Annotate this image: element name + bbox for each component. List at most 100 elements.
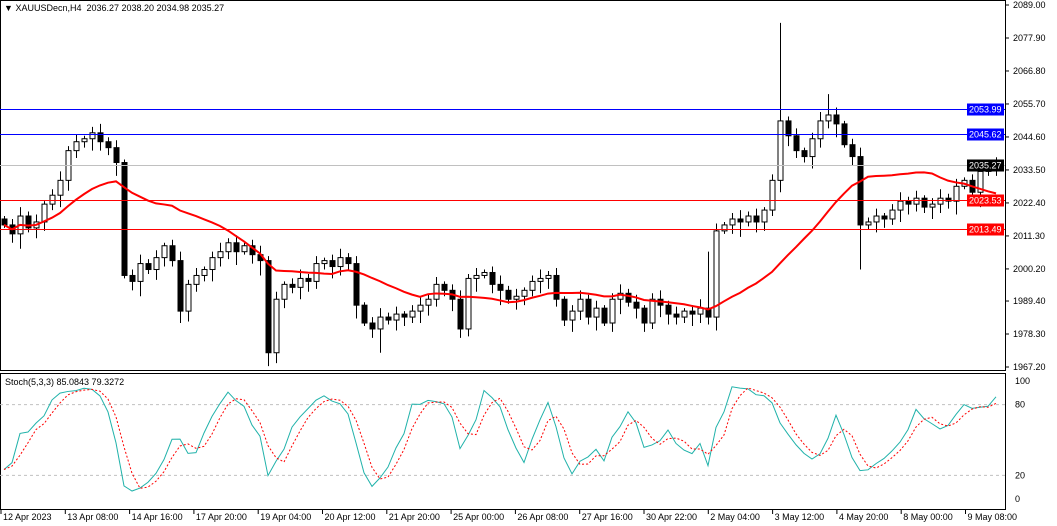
candle-body: [761, 209, 768, 223]
candle-body: [529, 280, 536, 291]
candle-body: [481, 271, 488, 276]
candle-body: [625, 292, 632, 303]
x-tick-label: 8 May 00:00: [903, 512, 953, 522]
candle-body: [217, 251, 224, 259]
y-tick-label: 2011.30: [1013, 231, 1045, 241]
candle-body: [593, 307, 600, 318]
candle-body: [361, 304, 368, 324]
candle-body: [569, 310, 576, 321]
candle-body: [137, 263, 144, 282]
candle-body: [377, 316, 384, 330]
candle-body: [505, 289, 512, 300]
candle-body: [457, 298, 464, 330]
x-tick-label: 27 Apr 16:00: [582, 512, 633, 522]
y-tick-label: 2000.20: [1013, 264, 1046, 274]
candle-body: [329, 260, 336, 268]
candle-body: [617, 292, 624, 300]
chart-title: ▼ XAUUSDecn,H4 2036.27 2038.20 2034.98 2…: [4, 3, 224, 13]
candle-body: [921, 197, 928, 208]
candle-body: [241, 245, 248, 253]
price-label-bg: [967, 103, 1004, 116]
main-frame: [0, 0, 1006, 371]
candle-body: [465, 277, 472, 330]
stoch-scale-label: 80: [1015, 400, 1025, 410]
triangle-down-icon[interactable]: ▼: [4, 3, 13, 13]
candle-body: [201, 269, 208, 276]
candle-body: [97, 132, 104, 143]
candle-body: [41, 203, 48, 223]
candle-body: [545, 274, 552, 279]
candle-body: [265, 260, 272, 354]
y-tick-label: 2077.90: [1013, 33, 1046, 43]
x-tick-label: 30 Apr 22:00: [646, 512, 697, 522]
candle-body: [553, 274, 560, 300]
candle-body: [809, 138, 816, 158]
candle-body: [417, 304, 424, 312]
candle-body: [73, 141, 80, 152]
candle-body: [953, 185, 960, 202]
stoch-scale-label: 100: [1015, 376, 1030, 386]
candle-body: [393, 313, 400, 321]
candle-body: [689, 310, 696, 315]
y-tick-label: 2066.80: [1013, 66, 1046, 76]
candle-body: [777, 120, 784, 181]
candle-body: [209, 257, 216, 271]
candle-body: [537, 277, 544, 282]
candle-body: [753, 215, 760, 223]
candle-body: [89, 132, 96, 140]
candle-body: [849, 144, 856, 158]
candle-body: [385, 316, 392, 321]
candle-body: [665, 304, 672, 315]
candle-body: [345, 257, 352, 265]
candle-body: [937, 197, 944, 205]
x-tick-label: 17 Apr 20:00: [196, 512, 247, 522]
candle-body: [401, 313, 408, 318]
candle-body: [161, 245, 168, 259]
candle-body: [649, 298, 656, 324]
price-label: 2023.53: [969, 196, 1002, 206]
candle-body: [521, 289, 528, 297]
candle-body: [601, 307, 608, 324]
candle-body: [785, 120, 792, 137]
candle-body: [825, 114, 832, 122]
candle-body: [121, 162, 128, 276]
candle-body: [169, 245, 176, 262]
candle-body: [81, 138, 88, 143]
candle-body: [273, 298, 280, 354]
candle-body: [609, 298, 616, 324]
candle-body: [497, 283, 504, 291]
candle-body: [857, 156, 864, 226]
candle-body: [713, 230, 720, 318]
candle-body: [881, 215, 888, 220]
candle-body: [337, 257, 344, 268]
candle-body: [281, 283, 288, 300]
candle-body: [801, 150, 808, 158]
candle-body: [633, 301, 640, 309]
price-label: 2053.99: [969, 105, 1002, 115]
candle-body: [145, 263, 152, 271]
stoch-frame: [0, 373, 1006, 510]
candle-body: [441, 283, 448, 291]
candle-body: [305, 277, 312, 282]
stoch-main-line: [3, 386, 997, 492]
candle-body: [697, 307, 704, 315]
x-tick-label: 19 Apr 04:00: [260, 512, 311, 522]
candle-body: [233, 242, 240, 253]
candle-body: [721, 224, 728, 232]
x-tick-label: 2 May 04:00: [710, 512, 760, 522]
candle-body: [705, 307, 712, 318]
stoch-signal-line: [3, 387, 997, 489]
candle-body: [57, 179, 64, 196]
x-tick-label: 12 Apr 2023: [3, 512, 52, 522]
ohlc-label: 2036.27 2038.20 2034.98 2035.27: [86, 3, 225, 13]
candle-body: [513, 295, 520, 300]
stoch-scale-label: 0: [1015, 494, 1020, 504]
candle-body: [25, 215, 32, 229]
candle-body: [153, 257, 160, 271]
stoch-title: Stoch(5,3,3) 85.0843 79.3272: [5, 377, 125, 387]
candle-body: [473, 274, 480, 279]
candle-body: [369, 322, 376, 330]
moving-average-line: [3, 171, 997, 311]
candle-body: [681, 310, 688, 318]
